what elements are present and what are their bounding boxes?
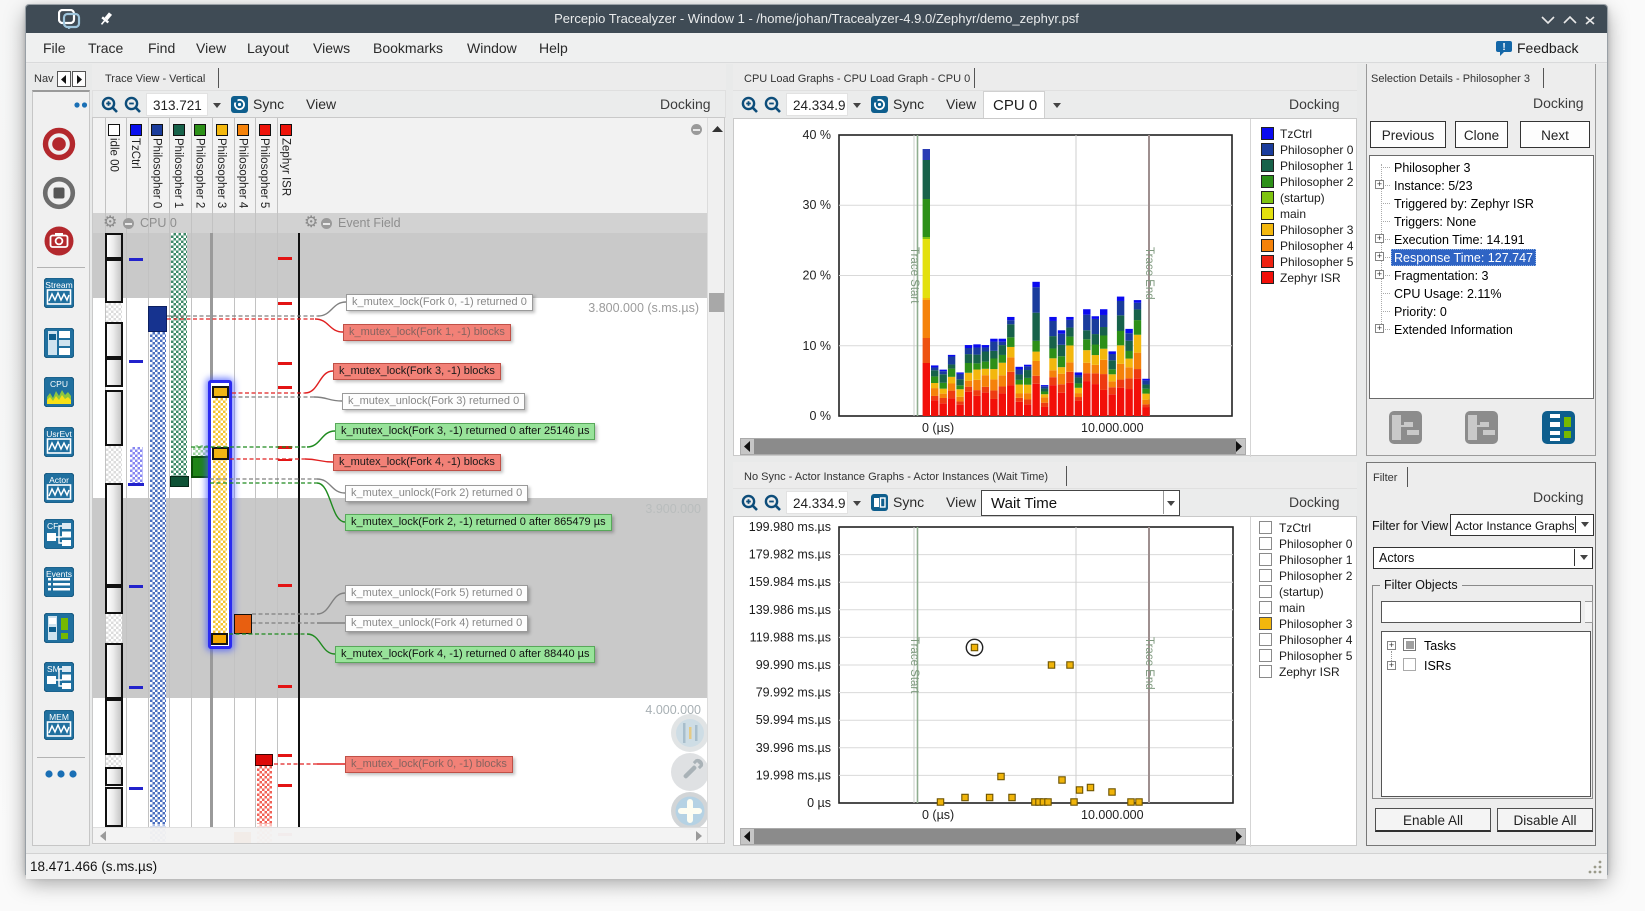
svg-text:10.000.000: 10.000.000 [1081, 808, 1144, 822]
svg-text:30 %: 30 % [803, 198, 832, 212]
svg-text:79.992 ms.µs: 79.992 ms.µs [756, 686, 831, 700]
svg-text:Trace End: Trace End [1143, 637, 1155, 690]
svg-text:0 %: 0 % [809, 409, 831, 423]
svg-text:0 (µs): 0 (µs) [922, 808, 954, 822]
svg-text:UsrEvt: UsrEvt [46, 429, 72, 439]
svg-text:Trace Start: Trace Start [908, 637, 920, 694]
svg-text:CPU: CPU [50, 379, 68, 389]
svg-text:0 µs: 0 µs [807, 796, 831, 810]
svg-text:39.996 ms.µs: 39.996 ms.µs [756, 741, 831, 755]
svg-text:0 (µs): 0 (µs) [922, 421, 954, 435]
svg-text:Trace Start: Trace Start [908, 247, 920, 304]
svg-text:SM: SM [47, 664, 60, 674]
svg-text:CF: CF [47, 521, 58, 531]
svg-text:40 %: 40 % [803, 128, 832, 142]
svg-text:Stream: Stream [45, 280, 72, 290]
svg-text:20 %: 20 % [803, 269, 832, 283]
svg-text:Actor: Actor [49, 475, 69, 485]
svg-text:119.988 ms.µs: 119.988 ms.µs [750, 630, 831, 644]
svg-text:159.984 ms.µs: 159.984 ms.µs [749, 575, 831, 589]
svg-text:Events: Events [46, 569, 72, 579]
svg-text:59.994 ms.µs: 59.994 ms.µs [756, 713, 831, 727]
svg-text:179.982 ms.µs: 179.982 ms.µs [749, 548, 831, 562]
svg-text:MEM: MEM [49, 712, 69, 722]
svg-text:19.998 ms.µs: 19.998 ms.µs [756, 768, 831, 782]
svg-text:!: ! [1502, 42, 1505, 53]
svg-text:10.000.000: 10.000.000 [1081, 421, 1144, 435]
svg-text:139.986 ms.µs: 139.986 ms.µs [749, 603, 831, 617]
svg-text:Trace End: Trace End [1143, 247, 1155, 300]
svg-text:99.990 ms.µs: 99.990 ms.µs [756, 658, 831, 672]
svg-text:199.980 ms.µs: 199.980 ms.µs [749, 520, 831, 534]
svg-text:10 %: 10 % [803, 339, 832, 353]
